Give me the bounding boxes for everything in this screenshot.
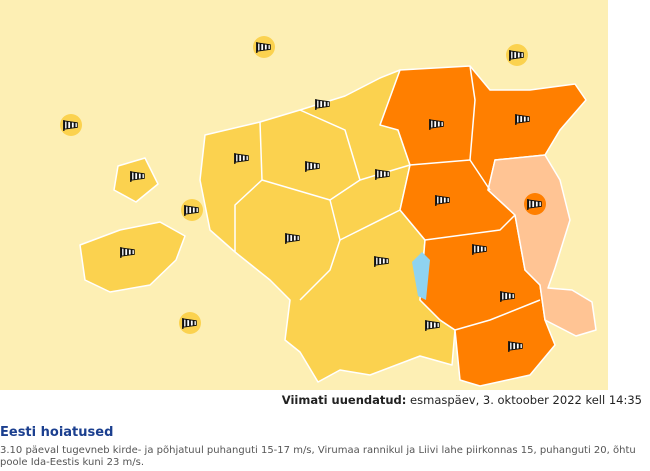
island-saaremaa xyxy=(79,221,186,293)
county-border xyxy=(469,65,476,161)
warnings-text: 3.10 päeval tugevneb kirde- ja põhjatuul… xyxy=(0,445,636,468)
region-peach xyxy=(487,154,597,337)
warnings-title: Eesti hoiatused xyxy=(0,425,114,440)
island-hiiumaa xyxy=(113,157,159,203)
county-border xyxy=(234,121,263,252)
updated-value: esmaspäev, 3. oktoober 2022 kell 14:35 xyxy=(410,393,642,407)
updated-label: Viimati uuendatud: xyxy=(281,393,407,407)
county-border xyxy=(299,199,341,301)
updated-line: Viimati uuendatud: esmaspäev, 3. oktoobe… xyxy=(282,393,642,407)
county-border xyxy=(454,299,541,331)
warning-map xyxy=(0,0,608,390)
lake-vortsjarv xyxy=(412,252,430,300)
county-border xyxy=(424,214,516,241)
county-border xyxy=(339,209,401,241)
